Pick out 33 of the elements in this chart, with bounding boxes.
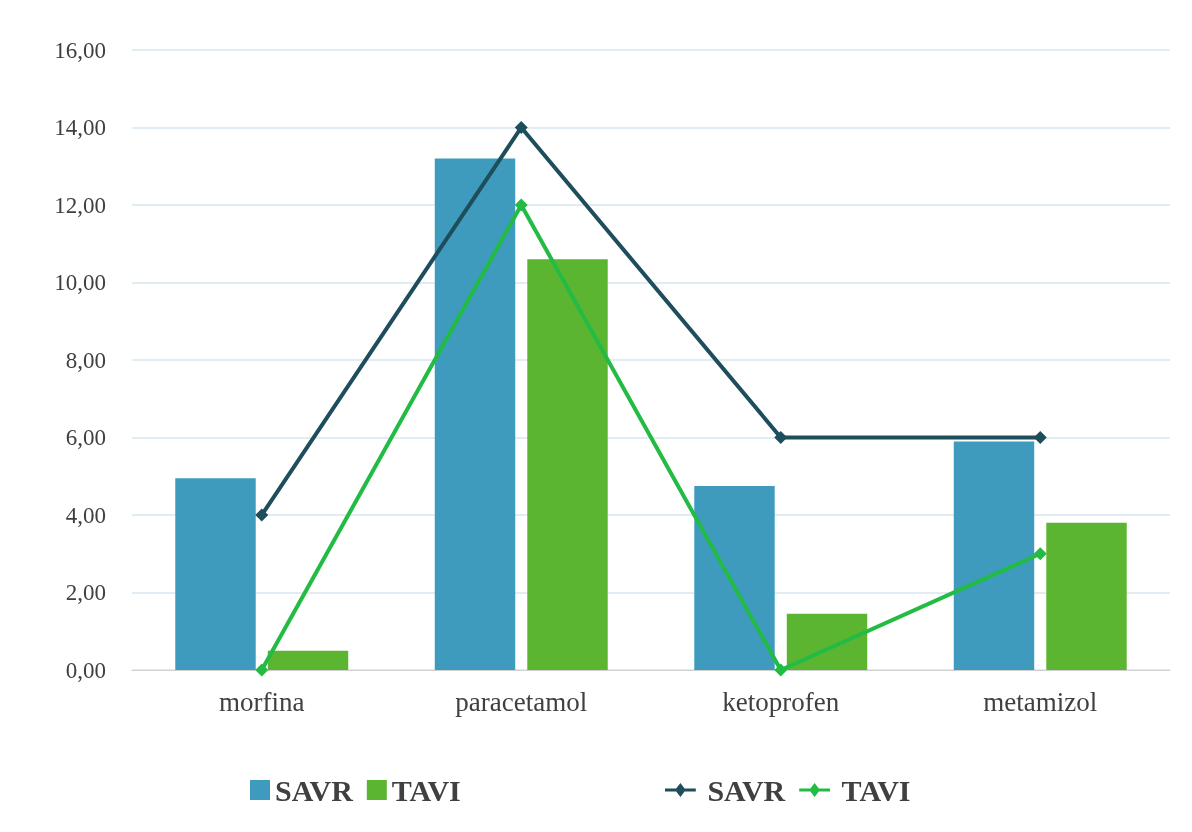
y-tick-label: 14,00 xyxy=(54,115,106,140)
point xyxy=(255,508,269,522)
point xyxy=(1033,431,1047,444)
bar xyxy=(267,650,349,670)
bar xyxy=(434,158,516,670)
bar xyxy=(527,259,608,670)
point xyxy=(1033,547,1047,561)
y-tick-label: 8,00 xyxy=(65,347,106,373)
point xyxy=(514,198,528,212)
point xyxy=(774,431,788,444)
point xyxy=(514,121,528,134)
legend-label: SAVR xyxy=(707,773,786,807)
y-tick-label: 16,00 xyxy=(54,37,106,63)
x-tick-label: paracetamol xyxy=(455,686,588,717)
x-tick-label: morfina xyxy=(219,686,305,717)
legend-label: SAVR xyxy=(275,773,354,807)
bar xyxy=(175,478,256,670)
bar xyxy=(1046,522,1127,670)
y-tick-label: 4,00 xyxy=(65,502,106,528)
x-tick-label: metamizol xyxy=(983,686,1098,717)
point xyxy=(255,663,269,677)
bar xyxy=(694,485,775,670)
y-tick-label: 6,00 xyxy=(65,425,106,450)
y-tick-label: 0,00 xyxy=(65,657,106,683)
legend-label: TAVI xyxy=(841,773,911,807)
y-tick-label: 12,00 xyxy=(54,192,106,218)
y-tick-label: 10,00 xyxy=(54,270,106,295)
x-tick-label: ketoprofen xyxy=(722,686,840,717)
bar xyxy=(786,613,868,670)
y-tick-label: 2,00 xyxy=(65,580,106,605)
legend-label: TAVI xyxy=(391,773,461,807)
point xyxy=(774,663,788,677)
bar xyxy=(953,441,1035,670)
